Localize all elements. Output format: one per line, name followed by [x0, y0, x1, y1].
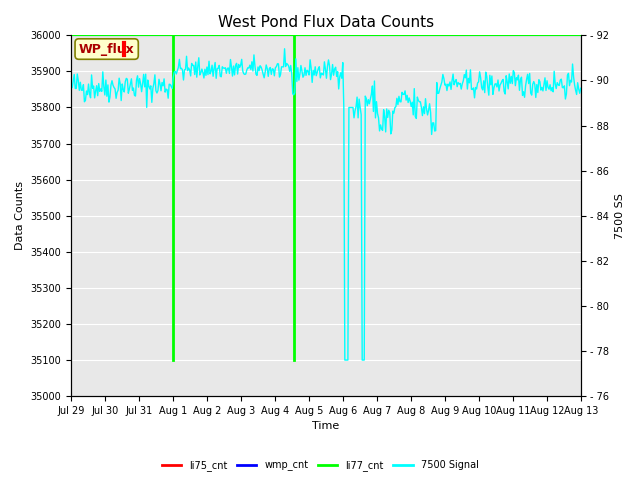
Legend: li75_cnt, wmp_cnt, li77_cnt, 7500 Signal: li75_cnt, wmp_cnt, li77_cnt, 7500 Signal: [157, 456, 483, 475]
Y-axis label: Data Counts: Data Counts: [15, 181, 25, 250]
Text: WP_flux: WP_flux: [79, 43, 134, 56]
Y-axis label: 7500 SS: 7500 SS: [615, 193, 625, 239]
X-axis label: Time: Time: [312, 421, 340, 432]
Title: West Pond Flux Data Counts: West Pond Flux Data Counts: [218, 15, 434, 30]
